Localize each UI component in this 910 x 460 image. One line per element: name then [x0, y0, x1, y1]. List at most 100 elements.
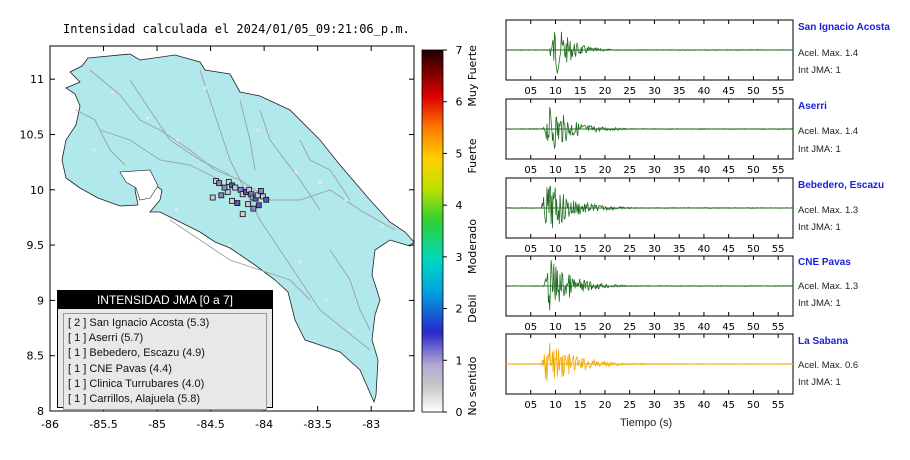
time-tick-label: 15 — [574, 244, 587, 255]
station-point — [218, 192, 225, 199]
legend-item: [ 1 ] Carrillos, Alajuela (5.8) — [68, 393, 201, 406]
station-name: Aserri — [798, 101, 827, 112]
station-point — [260, 193, 266, 200]
road-network — [75, 69, 396, 351]
time-tick-label: 35 — [673, 165, 686, 176]
station-acel: Acel. Max. 1.3 — [798, 205, 859, 216]
time-tick-label: 25 — [623, 86, 636, 97]
time-tick-label: 10 — [549, 86, 562, 97]
y-tick-label: 8 — [37, 405, 44, 418]
station-point — [221, 184, 228, 191]
colorbar-tick-label: 2 — [456, 303, 463, 316]
time-tick-label: 05 — [524, 322, 537, 333]
time-tick-label: 10 — [549, 244, 562, 255]
station-acel: Acel. Max. 1.3 — [798, 281, 859, 292]
x-tick-label: -85.5 — [89, 418, 117, 431]
time-tick-label: 50 — [747, 244, 760, 255]
station-point — [225, 179, 232, 185]
legend-list: [ 2 ] San Ignacio Acosta (5.3) [ 1 ] Ase… — [63, 313, 267, 411]
colorbar-tick-label: 6 — [456, 96, 463, 109]
station-int: Int JMA: 1 — [798, 377, 841, 388]
time-tick-label: 15 — [574, 400, 587, 411]
time-tick-label: 05 — [524, 400, 537, 411]
station-int: Int JMA: 1 — [798, 222, 841, 233]
station-name: Bebedero, Escazu — [798, 180, 885, 191]
legend-item: [ 1 ] Aserri (5.7) — [68, 332, 144, 345]
map-title: Intensidad calculada el 2024/01/05_09:21… — [63, 22, 410, 36]
time-axis-label: Tiempo (s) — [620, 417, 673, 429]
map-y-axis: 11 10.5 10 9.5 9 8.5 8 — [20, 73, 414, 418]
station-acel: Acel. Max. 1.4 — [798, 48, 859, 59]
time-tick-label: 15 — [574, 86, 587, 97]
time-tick-label: 25 — [623, 244, 636, 255]
seismogram-panels: 05 10 15 20 25 30 35 40 45 50 55 05 10 15 20 25 30 35 40 45… — [505, 19, 794, 411]
time-tick-label: 20 — [599, 322, 612, 333]
time-tick-label: 55 — [772, 165, 785, 176]
time-tick-label: 25 — [623, 322, 636, 333]
x-tick-label: -84 — [255, 418, 273, 431]
colorbar-tick-label: 7 — [456, 44, 463, 57]
time-tick-label: 55 — [772, 322, 785, 333]
colorbar-ticks: 7 6 5 4 3 2 1 0 — [443, 44, 463, 419]
station-point — [209, 194, 216, 201]
colorbar-tick-label: 3 — [456, 251, 463, 264]
time-tick-label: 15 — [574, 322, 587, 333]
x-tick-label: -84.5 — [196, 418, 224, 431]
time-tick-label: 45 — [722, 322, 735, 333]
colorbar-tick-label: 4 — [456, 199, 463, 212]
station-int: Int JMA: 1 — [798, 298, 841, 309]
time-tick-label: 50 — [747, 322, 760, 333]
time-tick-label: 55 — [772, 400, 785, 411]
time-tick-label: 15 — [574, 165, 587, 176]
time-tick-label: 35 — [673, 322, 686, 333]
colorbar-category-label: Fuerte — [466, 138, 479, 173]
legend-title: INTENSIDAD JMA [0 a 7] — [58, 291, 272, 309]
time-tick-label: 30 — [648, 400, 661, 411]
legend-item: [ 1 ] Clinica Turrubares (4.0) — [68, 377, 205, 390]
time-tick-label: 10 — [549, 165, 562, 176]
colorbar-category-label: Moderado — [466, 219, 479, 274]
time-tick-label: 10 — [549, 400, 562, 411]
time-tick-label: 40 — [698, 86, 711, 97]
seismogram-trace — [505, 107, 794, 149]
station-acel: Acel. Max. 1.4 — [798, 126, 859, 137]
time-tick-label: 30 — [648, 322, 661, 333]
time-tick-label: 50 — [747, 400, 760, 411]
station-point — [239, 211, 246, 218]
station-int: Int JMA: 1 — [798, 65, 841, 76]
gulf-of-nicoya — [119, 169, 159, 201]
colorbar-category-label: No sentido — [466, 356, 479, 415]
time-tick-label: 25 — [623, 165, 636, 176]
time-tick-label: 40 — [698, 322, 711, 333]
legend-item: [ 2 ] San Ignacio Acosta (5.3) — [68, 317, 210, 329]
time-tick-label: 40 — [698, 165, 711, 176]
station-point — [234, 200, 241, 206]
time-tick-label: 55 — [772, 86, 785, 97]
legend-item: [ 1 ] CNE Pavas (4.4) — [68, 362, 172, 375]
y-tick-label: 11 — [30, 73, 44, 86]
colorbar-tick-label: 5 — [456, 147, 463, 160]
y-tick-label: 9 — [37, 294, 44, 307]
colorbar-tick-label: 1 — [456, 354, 463, 367]
station-name: La Sabana — [798, 336, 849, 347]
x-tick-label: -85 — [148, 418, 166, 431]
time-tick-label: 35 — [673, 244, 686, 255]
time-tick-label: 35 — [673, 400, 686, 411]
colorbar-categories: Muy Fuerte Fuerte Moderado Debil No sentido — [466, 45, 479, 416]
colorbar-tick-label: 0 — [456, 406, 463, 419]
time-tick-label: 40 — [698, 244, 711, 255]
time-tick-label: 45 — [722, 244, 735, 255]
colorbar-category-label: Muy Fuerte — [466, 45, 479, 107]
station-point — [263, 196, 270, 203]
time-tick-label: 10 — [549, 322, 562, 333]
legend-item: [ 1 ] Bebedero, Escazu (4.9) — [68, 347, 205, 360]
time-tick-label: 50 — [747, 165, 760, 176]
town-markers — [92, 86, 384, 332]
y-tick-label: 8.5 — [27, 350, 45, 363]
time-tick-label: 05 — [524, 244, 537, 255]
time-tick-label: 05 — [524, 86, 537, 97]
time-tick-label: 20 — [599, 165, 612, 176]
time-tick-label: 40 — [698, 400, 711, 411]
colorbar — [421, 49, 444, 413]
